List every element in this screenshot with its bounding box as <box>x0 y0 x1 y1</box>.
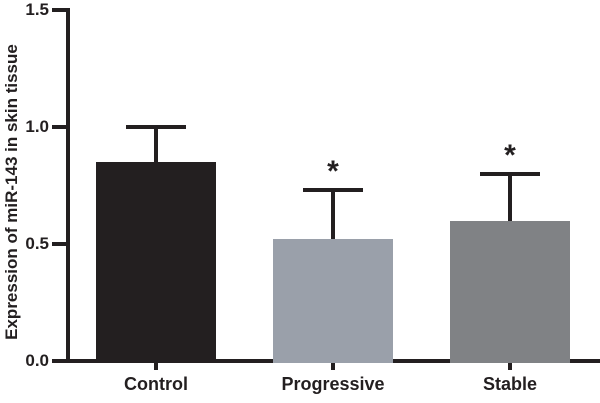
x-tick-mark-progressive <box>331 363 335 370</box>
x-tick-label-control: Control <box>124 374 188 394</box>
y-tick-mark <box>52 359 66 363</box>
y-tick-label: 0.5 <box>25 234 49 253</box>
x-tick-label-progressive: Progressive <box>281 374 385 394</box>
significance-star-progressive: * <box>327 155 339 189</box>
y-tick-mark <box>52 8 66 12</box>
error-bar-line-progressive <box>331 190 335 240</box>
significance-star-stable: * <box>504 138 516 172</box>
error-bar-line-control <box>154 127 158 163</box>
y-axis-line <box>66 8 70 363</box>
x-tick-mark-control <box>154 363 158 370</box>
y-tick-label: 0.0 <box>25 351 49 370</box>
x-tick-label-stable: Stable <box>482 374 538 394</box>
x-tick-mark-stable <box>508 363 512 370</box>
y-tick-mark <box>52 242 66 246</box>
error-bar-cap-control <box>126 125 186 129</box>
bar-progressive <box>273 239 393 363</box>
y-tick-label: 1.0 <box>25 117 49 136</box>
bar-control <box>96 162 216 363</box>
y-tick-label: 1.5 <box>25 0 49 19</box>
y-axis-title: Expression of miR-143 in skin tissue <box>2 44 21 340</box>
y-tick-mark <box>52 125 66 129</box>
error-bar-line-stable <box>508 173 512 221</box>
bar-stable <box>450 220 570 363</box>
error-bar-cap-progressive <box>303 188 363 193</box>
error-bar-cap-stable <box>480 171 540 176</box>
